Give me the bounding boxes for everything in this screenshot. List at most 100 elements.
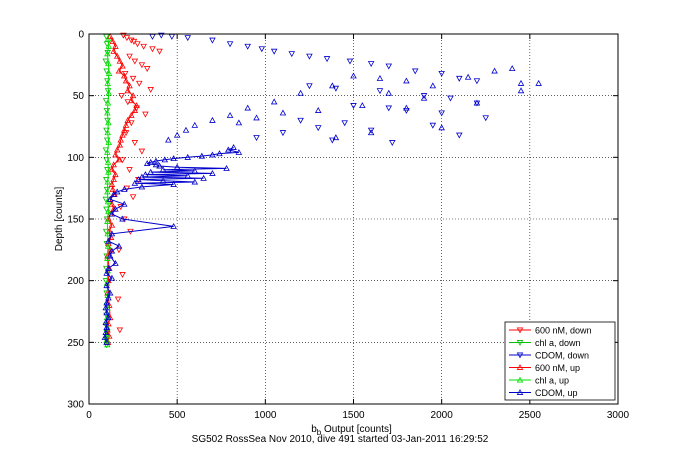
data-point [191, 178, 199, 185]
data-point [118, 93, 125, 100]
data-point [131, 179, 139, 186]
data-point [105, 294, 112, 301]
data-point [105, 332, 113, 339]
data-point [147, 168, 154, 175]
legend-marker [516, 376, 524, 383]
data-point [104, 50, 111, 57]
data-point [491, 67, 498, 74]
data-point [226, 41, 234, 48]
data-point [209, 169, 216, 176]
data-point [253, 135, 260, 142]
data-point [473, 99, 481, 106]
data-point [116, 141, 124, 148]
data-point [120, 126, 128, 133]
data-point [184, 35, 192, 42]
data-point [108, 274, 116, 281]
data-point [191, 167, 199, 174]
data-point [105, 119, 112, 126]
y-tick-label: 50 [73, 91, 85, 102]
data-point [270, 48, 278, 55]
data-point [103, 338, 110, 345]
data-point [120, 185, 128, 192]
data-point [152, 161, 160, 168]
legend-label: chl a, up [535, 376, 569, 386]
data-point [108, 221, 116, 228]
data-point [159, 177, 167, 184]
data-point [105, 139, 113, 146]
data-point [129, 75, 137, 82]
data-point [235, 148, 243, 155]
legend-marker [516, 364, 524, 370]
series-5 [101, 144, 243, 345]
data-point [102, 58, 110, 65]
data-point [297, 89, 304, 96]
data-point [244, 104, 251, 111]
data-point [350, 72, 357, 79]
data-point [104, 158, 112, 165]
data-point [288, 51, 296, 58]
data-point [104, 129, 111, 136]
data-point [376, 74, 384, 81]
x-tick-label: 500 [169, 410, 186, 421]
x-tick-label: 0 [86, 410, 92, 421]
data-point [131, 107, 139, 113]
data-point [314, 125, 322, 132]
data-point [182, 126, 190, 133]
data-point [438, 70, 445, 77]
data-point [104, 79, 111, 86]
data-point [270, 98, 278, 105]
series-line [104, 147, 240, 343]
data-point [108, 247, 116, 254]
data-point [119, 272, 126, 278]
data-point [104, 242, 112, 249]
data-point [429, 82, 437, 89]
data-point [113, 146, 121, 153]
legend-label: CDOM, up [535, 388, 578, 398]
data-point [112, 151, 119, 158]
data-point [103, 269, 110, 276]
legend-label: chl a, down [535, 338, 581, 348]
data-point [117, 136, 125, 143]
data-point [385, 89, 393, 96]
data-point [138, 183, 146, 190]
data-point [102, 304, 110, 311]
data-point [173, 131, 181, 138]
x-tick-label: 3000 [607, 410, 630, 421]
data-point [103, 324, 110, 331]
data-point [332, 85, 340, 92]
data-point [115, 67, 123, 74]
legend-marker [516, 352, 524, 359]
legend-box [504, 321, 616, 401]
y-tick-label: 250 [67, 338, 84, 349]
data-point [112, 259, 119, 266]
y-tick-label: 200 [67, 276, 84, 287]
data-point [110, 176, 117, 183]
data-point [103, 309, 110, 316]
data-point [200, 174, 207, 181]
data-point [106, 195, 114, 202]
data-point [216, 150, 223, 157]
data-point [124, 116, 132, 123]
data-point [385, 63, 393, 70]
data-point [110, 161, 117, 168]
data-point [253, 114, 260, 121]
data-point [143, 66, 151, 72]
data-point [105, 237, 112, 244]
data-point [102, 329, 110, 335]
data-point [106, 289, 114, 296]
data-point [323, 56, 331, 63]
data-point [133, 102, 140, 109]
data-point [113, 52, 121, 59]
series-6 [165, 65, 542, 143]
data-point [329, 82, 336, 89]
data-point [105, 168, 112, 175]
data-point [126, 53, 133, 60]
data-point [258, 46, 266, 53]
figure-caption: SG502 RossSea Nov 2010, dive 491 started… [192, 434, 489, 445]
data-point [119, 215, 126, 222]
data-point [109, 37, 117, 44]
data-point [126, 167, 133, 174]
data-point [102, 319, 110, 326]
data-point [104, 148, 111, 155]
y-tick-label: 150 [67, 215, 84, 226]
